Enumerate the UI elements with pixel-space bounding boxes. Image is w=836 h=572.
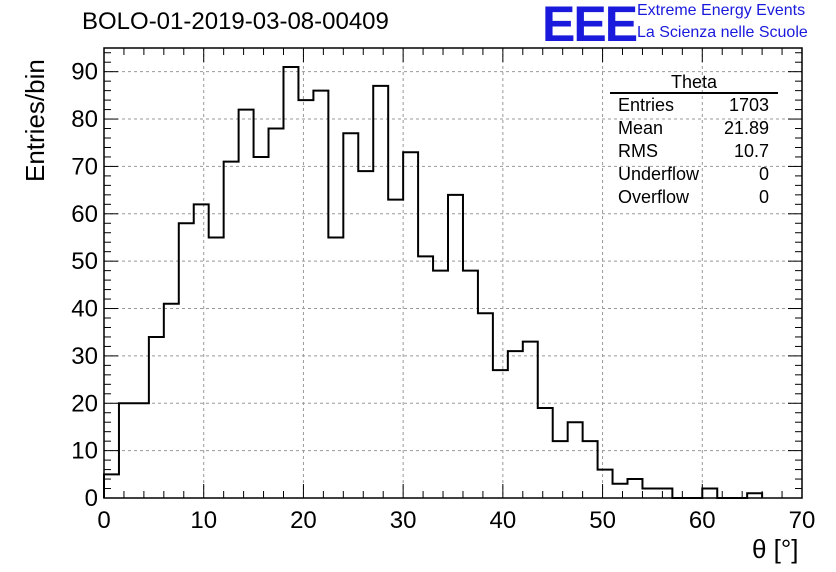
x-tick-label: 0 [97, 507, 110, 534]
histogram-bin [702, 489, 717, 498]
stats-label: RMS [618, 141, 658, 161]
histogram-bin [239, 110, 254, 498]
histogram-bin [149, 337, 164, 498]
y-tick-label: 70 [71, 153, 98, 180]
histogram-bin [328, 237, 343, 498]
histogram-bin [119, 403, 134, 498]
histogram-bin [523, 342, 538, 498]
x-tick-label: 60 [689, 507, 716, 534]
stats-row: Entries 1703 [610, 94, 778, 117]
histogram-bin [613, 484, 628, 498]
x-tick-label: 10 [190, 507, 217, 534]
stats-row: Mean 21.89 [610, 117, 778, 140]
histogram-bin [553, 441, 568, 498]
histogram-bin [508, 351, 523, 498]
logo-line2: La Scienza nelle Scuole [637, 24, 808, 41]
histogram-bin [418, 256, 433, 498]
x-tick-label: 30 [390, 507, 417, 534]
histogram-bin [194, 204, 209, 498]
y-tick-label: 60 [71, 201, 98, 228]
histogram-bin [224, 162, 239, 498]
plot-frame [103, 47, 803, 499]
histogram-series [103, 65, 764, 499]
stats-value: 21.89 [723, 118, 769, 138]
y-tick-label: 30 [71, 343, 98, 370]
y-tick-label: 0 [85, 485, 98, 512]
histogram-bin [598, 470, 613, 498]
histogram-bin [298, 100, 313, 498]
histogram-bin [343, 133, 358, 498]
stats-label: Overflow [618, 187, 690, 207]
histogram-bin [642, 489, 657, 498]
histogram-bin [254, 157, 269, 498]
stats-label: Mean [618, 118, 664, 138]
x-tick-label: 40 [490, 507, 517, 534]
x-tick-label: 20 [290, 507, 317, 534]
y-tick-label: 40 [71, 296, 98, 323]
histogram-bin [164, 304, 179, 498]
histogram-bin [493, 370, 508, 498]
histogram-bin [269, 129, 284, 498]
histogram-bin [583, 441, 598, 498]
x-tick-label: 50 [589, 507, 616, 534]
stats-row: RMS 10.7 [610, 140, 778, 163]
histogram-bin [568, 422, 583, 498]
histogram-bin [104, 474, 119, 498]
histogram-bin [448, 195, 463, 498]
stats-row: Underflow 0 [610, 163, 778, 186]
histogram-bin [388, 200, 403, 498]
stats-box: Theta Entries 1703 Mean 21.89 RMS 10.7 Unde… [610, 72, 778, 209]
histogram-bin [628, 479, 643, 498]
histogram-bin [313, 91, 328, 498]
eee-logo: EEE [542, 0, 638, 52]
histogram-bin [373, 86, 388, 498]
histogram-bin [358, 171, 373, 498]
chart-title: BOLO-01-2019-03-08-00409 [82, 8, 389, 35]
stats-title: Theta [610, 72, 778, 94]
y-tick-label: 90 [71, 59, 98, 86]
histogram-bin [179, 223, 194, 498]
histogram-bin [538, 408, 553, 498]
histogram-bin [657, 489, 672, 498]
stats-value: 0 [758, 164, 769, 184]
stats-row: Overflow 0 [610, 186, 778, 209]
histogram-bin [433, 271, 448, 498]
y-axis-label: Entries/bin [20, 59, 50, 182]
stats-label: Entries [618, 95, 675, 115]
y-tick-label: 80 [71, 106, 98, 133]
x-tick-label: 70 [789, 507, 816, 534]
stats-value: 10.7 [733, 141, 769, 161]
histogram-bin [478, 313, 493, 498]
stats-label: Underflow [618, 164, 700, 184]
x-axis-label: θ [°] [752, 534, 799, 564]
y-tick-label: 50 [71, 248, 98, 275]
stats-value: 1703 [728, 95, 769, 115]
histogram-bin [209, 237, 224, 498]
stats-value: 0 [758, 187, 769, 207]
y-tick-label: 10 [71, 438, 98, 465]
y-tick-label: 20 [71, 390, 98, 417]
logo-line1: Extreme Energy Events [637, 2, 806, 19]
histogram-bin [283, 67, 298, 498]
histogram-bin [463, 271, 478, 498]
histogram-bin [403, 152, 418, 498]
